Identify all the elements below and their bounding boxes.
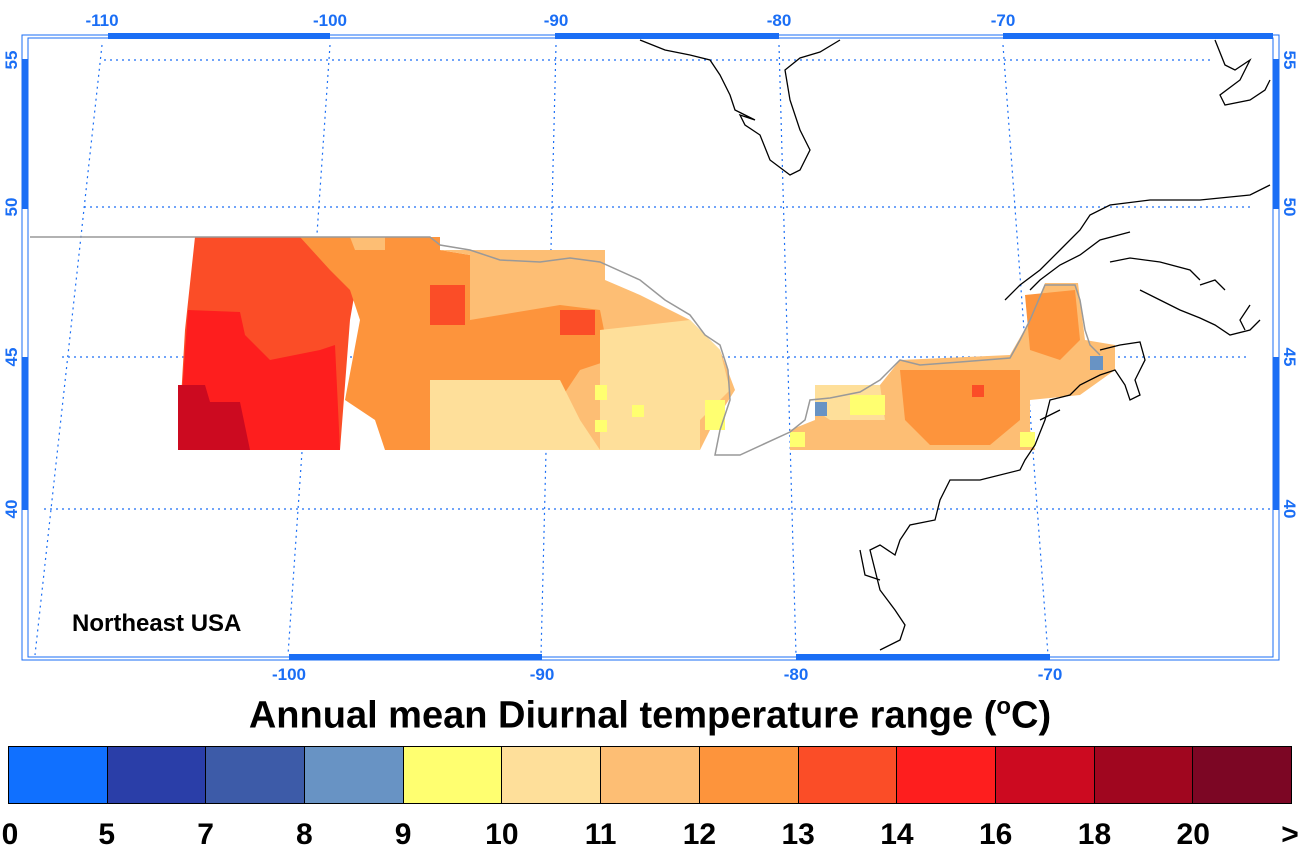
colorbar-swatch xyxy=(502,747,602,803)
colorbar-swatch xyxy=(305,747,404,803)
colorbar-title-unit: C) xyxy=(1011,694,1052,737)
right-lat-label: 45 xyxy=(1280,348,1299,367)
right-lat-labels: 55 50 45 40 xyxy=(1280,51,1299,519)
bottom-lon-labels: -100 -90 -80 -70 xyxy=(272,665,1062,684)
colorbar-tick-label: 7 xyxy=(197,818,214,851)
left-lat-label: 50 xyxy=(2,198,21,217)
map: -110 -100 -90 -80 -70 -100 -90 -80 -70 5… xyxy=(2,11,1299,684)
top-lon-label: -100 xyxy=(313,11,347,30)
colorbar-swatch xyxy=(995,747,1095,803)
colorbar-tick-label: 20 xyxy=(1176,818,1210,851)
colorbar-tick-label: 13 xyxy=(781,818,815,851)
coastline xyxy=(639,39,1271,651)
bottom-lon-label: -70 xyxy=(1038,665,1063,684)
colorbar-swatch xyxy=(1193,747,1291,803)
bottom-lon-label: -100 xyxy=(272,665,306,684)
colorbar-swatch xyxy=(107,747,207,803)
colorbar-swatch xyxy=(206,747,306,803)
colorbar-title-degree: o xyxy=(996,693,1012,720)
colorbar-title: Annual mean Diurnal temperature range (o… xyxy=(0,693,1300,738)
right-lat-label: 40 xyxy=(1280,500,1299,519)
colorbar-tick-label: 14 xyxy=(880,818,914,851)
top-lon-label: -80 xyxy=(767,11,792,30)
political-borders xyxy=(30,236,1101,456)
top-lon-label: -90 xyxy=(544,11,569,30)
colorbar-tick-label: 10 xyxy=(485,818,519,851)
colorbar xyxy=(8,746,1292,804)
colorbar-tick-label: 16 xyxy=(979,818,1013,851)
colorbar-tick-label: 8 xyxy=(295,818,313,851)
colorbar-tick-label: 18 xyxy=(1077,818,1112,851)
left-lat-label: 55 xyxy=(2,51,21,70)
colorbar-swatch xyxy=(798,747,898,803)
right-lat-label: 55 xyxy=(1280,51,1299,70)
colorbar-swatch xyxy=(9,747,108,803)
bottom-lon-label: -90 xyxy=(530,665,555,684)
temperature-range-field xyxy=(178,237,1115,450)
frame-thick-segments xyxy=(22,33,1279,660)
colorbar-tick-label: > xyxy=(1281,818,1299,851)
left-lat-label: 40 xyxy=(2,500,21,519)
colorbar-swatch xyxy=(699,747,799,803)
colorbar-swatch xyxy=(1094,747,1194,803)
top-lon-labels: -110 -100 -90 -80 -70 xyxy=(85,11,1015,30)
top-lon-label: -70 xyxy=(991,11,1016,30)
colorbar-tick-label: 5 xyxy=(98,818,116,851)
colorbar-title-main: Annual mean Diurnal temperature range ( xyxy=(248,694,997,737)
colorbar-swatch xyxy=(897,747,996,803)
right-lat-label: 50 xyxy=(1280,198,1299,217)
left-lat-label: 45 xyxy=(2,348,21,367)
colorbar-swatch xyxy=(403,747,503,803)
colorbar-tick-label: 11 xyxy=(584,818,617,851)
colorbar-tick-label: 12 xyxy=(682,818,717,851)
left-lat-labels: 55 50 45 40 xyxy=(2,51,21,519)
colorbar-tick-label: 9 xyxy=(394,818,412,851)
top-lon-label: -110 xyxy=(85,11,118,30)
bottom-lon-label: -80 xyxy=(784,665,809,684)
colorbar-swatch xyxy=(601,747,700,803)
colorbar-tick-label: 0 xyxy=(1,818,19,851)
region-label: Northeast USA xyxy=(72,610,241,637)
